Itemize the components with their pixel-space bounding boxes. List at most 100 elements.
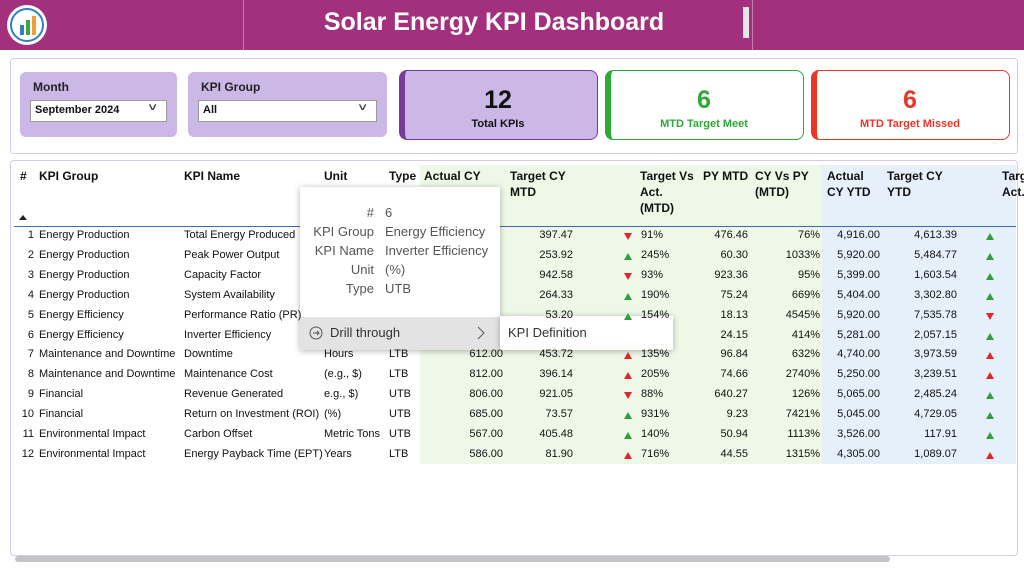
- drill-through-item[interactable]: [300, 317, 500, 350]
- kpi-card: [399, 70, 598, 140]
- table-cell: LTB: [389, 447, 409, 460]
- table-cell: 245%: [641, 248, 670, 261]
- tooltip-label: Unit: [350, 262, 374, 277]
- table-cell: 7,535.78: [914, 308, 957, 321]
- table-cell: 5,250.00: [837, 368, 880, 381]
- slicer-value[interactable]: All: [203, 104, 218, 116]
- menu-item-label[interactable]: Drill through: [330, 325, 401, 340]
- table-cell: 9: [27, 388, 34, 401]
- table-cell: (%): [324, 408, 342, 421]
- kpi-card: [811, 70, 1010, 140]
- table-cell: 4: [27, 288, 34, 301]
- slicer-label: KPI Group: [201, 80, 261, 94]
- kpi-card: [605, 70, 804, 140]
- table-cell: 640.27: [714, 388, 748, 401]
- logo-icon: [10, 8, 44, 42]
- scrollbar[interactable]: [15, 556, 890, 562]
- table-cell: 3,973.59: [914, 348, 957, 361]
- submenu-item[interactable]: KPI Definition: [508, 325, 587, 340]
- table-cell: Capacity Factor: [184, 268, 262, 281]
- sort-indicator[interactable]: [19, 215, 27, 220]
- table-cell: Energy Production: [39, 268, 130, 281]
- table-cell: e.g., $): [324, 388, 359, 401]
- table-cell: LTB: [389, 368, 409, 381]
- tooltip-value: 6: [385, 205, 393, 220]
- table-cell: (e.g., $): [324, 368, 362, 381]
- trend-arrow: [986, 432, 994, 439]
- separator: [752, 0, 753, 50]
- column-header[interactable]: #: [20, 169, 27, 183]
- table-cell: Hours: [324, 348, 354, 361]
- column-header[interactable]: Target CY MTD: [510, 169, 566, 199]
- table-cell: Energy Production: [39, 288, 130, 301]
- table-cell: 942.58: [539, 268, 573, 281]
- slicer-box[interactable]: [30, 100, 167, 122]
- dropdown-chevron[interactable]: ∨: [146, 102, 159, 113]
- trend-arrow: [624, 352, 632, 360]
- table-cell: 4,305.00: [837, 447, 880, 460]
- column-header[interactable]: Target Vs Act. (YTD): [1002, 169, 1024, 199]
- column-header[interactable]: PY MTD: [703, 169, 749, 183]
- table-cell: 716%: [641, 447, 670, 460]
- column-header[interactable]: Unit: [324, 169, 348, 183]
- table-cell: 3,239.51: [914, 368, 957, 381]
- trend-arrow: [624, 252, 632, 260]
- table-cell: UTB: [389, 408, 411, 421]
- trend-arrow: [624, 412, 632, 420]
- column-header[interactable]: CY Vs PY (MTD): [755, 169, 809, 199]
- trend-arrow: [986, 252, 994, 260]
- tooltip-label: #: [366, 205, 374, 220]
- table-cell: 685.00: [469, 408, 503, 421]
- table-cell: 7: [27, 348, 34, 361]
- drill-icon: [309, 326, 323, 340]
- trend-arrow: [986, 312, 994, 320]
- table-cell: 5: [27, 308, 34, 321]
- submenu: [500, 316, 673, 350]
- card-value: 6: [903, 86, 917, 114]
- table-cell: 4,916.00: [837, 229, 880, 241]
- table-cell: Carbon Offset: [184, 428, 253, 440]
- table-panel: [10, 160, 1018, 556]
- tooltip-value: UTB: [385, 281, 411, 296]
- table-cell: 190%: [641, 288, 670, 301]
- column-header[interactable]: Actual CY YTD: [827, 169, 871, 199]
- column-header[interactable]: Actual CY: [424, 169, 481, 183]
- column-header[interactable]: Target CY YTD: [887, 169, 943, 199]
- trend-arrow: [624, 233, 632, 240]
- table-cell: Maintenance and Downtime: [39, 368, 176, 381]
- card-label: MTD Target Meet: [660, 118, 748, 130]
- table-cell: 53.20: [545, 308, 573, 321]
- table-cell: 3,302.80: [914, 288, 957, 301]
- logo: [7, 5, 47, 45]
- trend-arrow: [986, 392, 994, 400]
- table-cell: 95%: [797, 268, 820, 281]
- table-cell: 12: [21, 447, 34, 460]
- trend-arrow: [986, 412, 994, 420]
- table-cell: 396.14: [539, 368, 573, 381]
- table-cell: 5,281.00: [837, 328, 880, 341]
- table-cell: 397.47: [539, 229, 573, 241]
- column-header[interactable]: Target Vs Act. (MTD): [640, 169, 694, 215]
- table-cell: 140%: [641, 428, 670, 440]
- column-header[interactable]: KPI Name: [184, 169, 241, 183]
- table-cell: Energy Efficiency: [39, 308, 124, 321]
- table-cell: 135%: [641, 348, 670, 361]
- slicer-value[interactable]: September 2024: [35, 104, 120, 116]
- table-cell: System Availability: [184, 288, 275, 301]
- slicer-box[interactable]: [198, 100, 377, 122]
- trend-arrow: [624, 432, 632, 439]
- trend-arrow: [624, 292, 632, 300]
- table-cell: 117.91: [924, 428, 957, 440]
- table-cell: 1: [27, 229, 34, 241]
- table-cell: 567.00: [469, 428, 503, 440]
- card-value: 12: [484, 86, 512, 114]
- table-cell: 10: [21, 408, 34, 421]
- column-header[interactable]: KPI Group: [39, 169, 99, 183]
- table-cell: 96.84: [720, 348, 748, 361]
- column-header[interactable]: Type: [389, 169, 417, 183]
- table-cell: 50.94: [720, 428, 748, 440]
- table-cell: Maintenance Cost: [184, 368, 273, 381]
- tooltip-value: Energy Efficiency: [385, 224, 486, 239]
- dropdown-chevron[interactable]: ∨: [356, 102, 369, 113]
